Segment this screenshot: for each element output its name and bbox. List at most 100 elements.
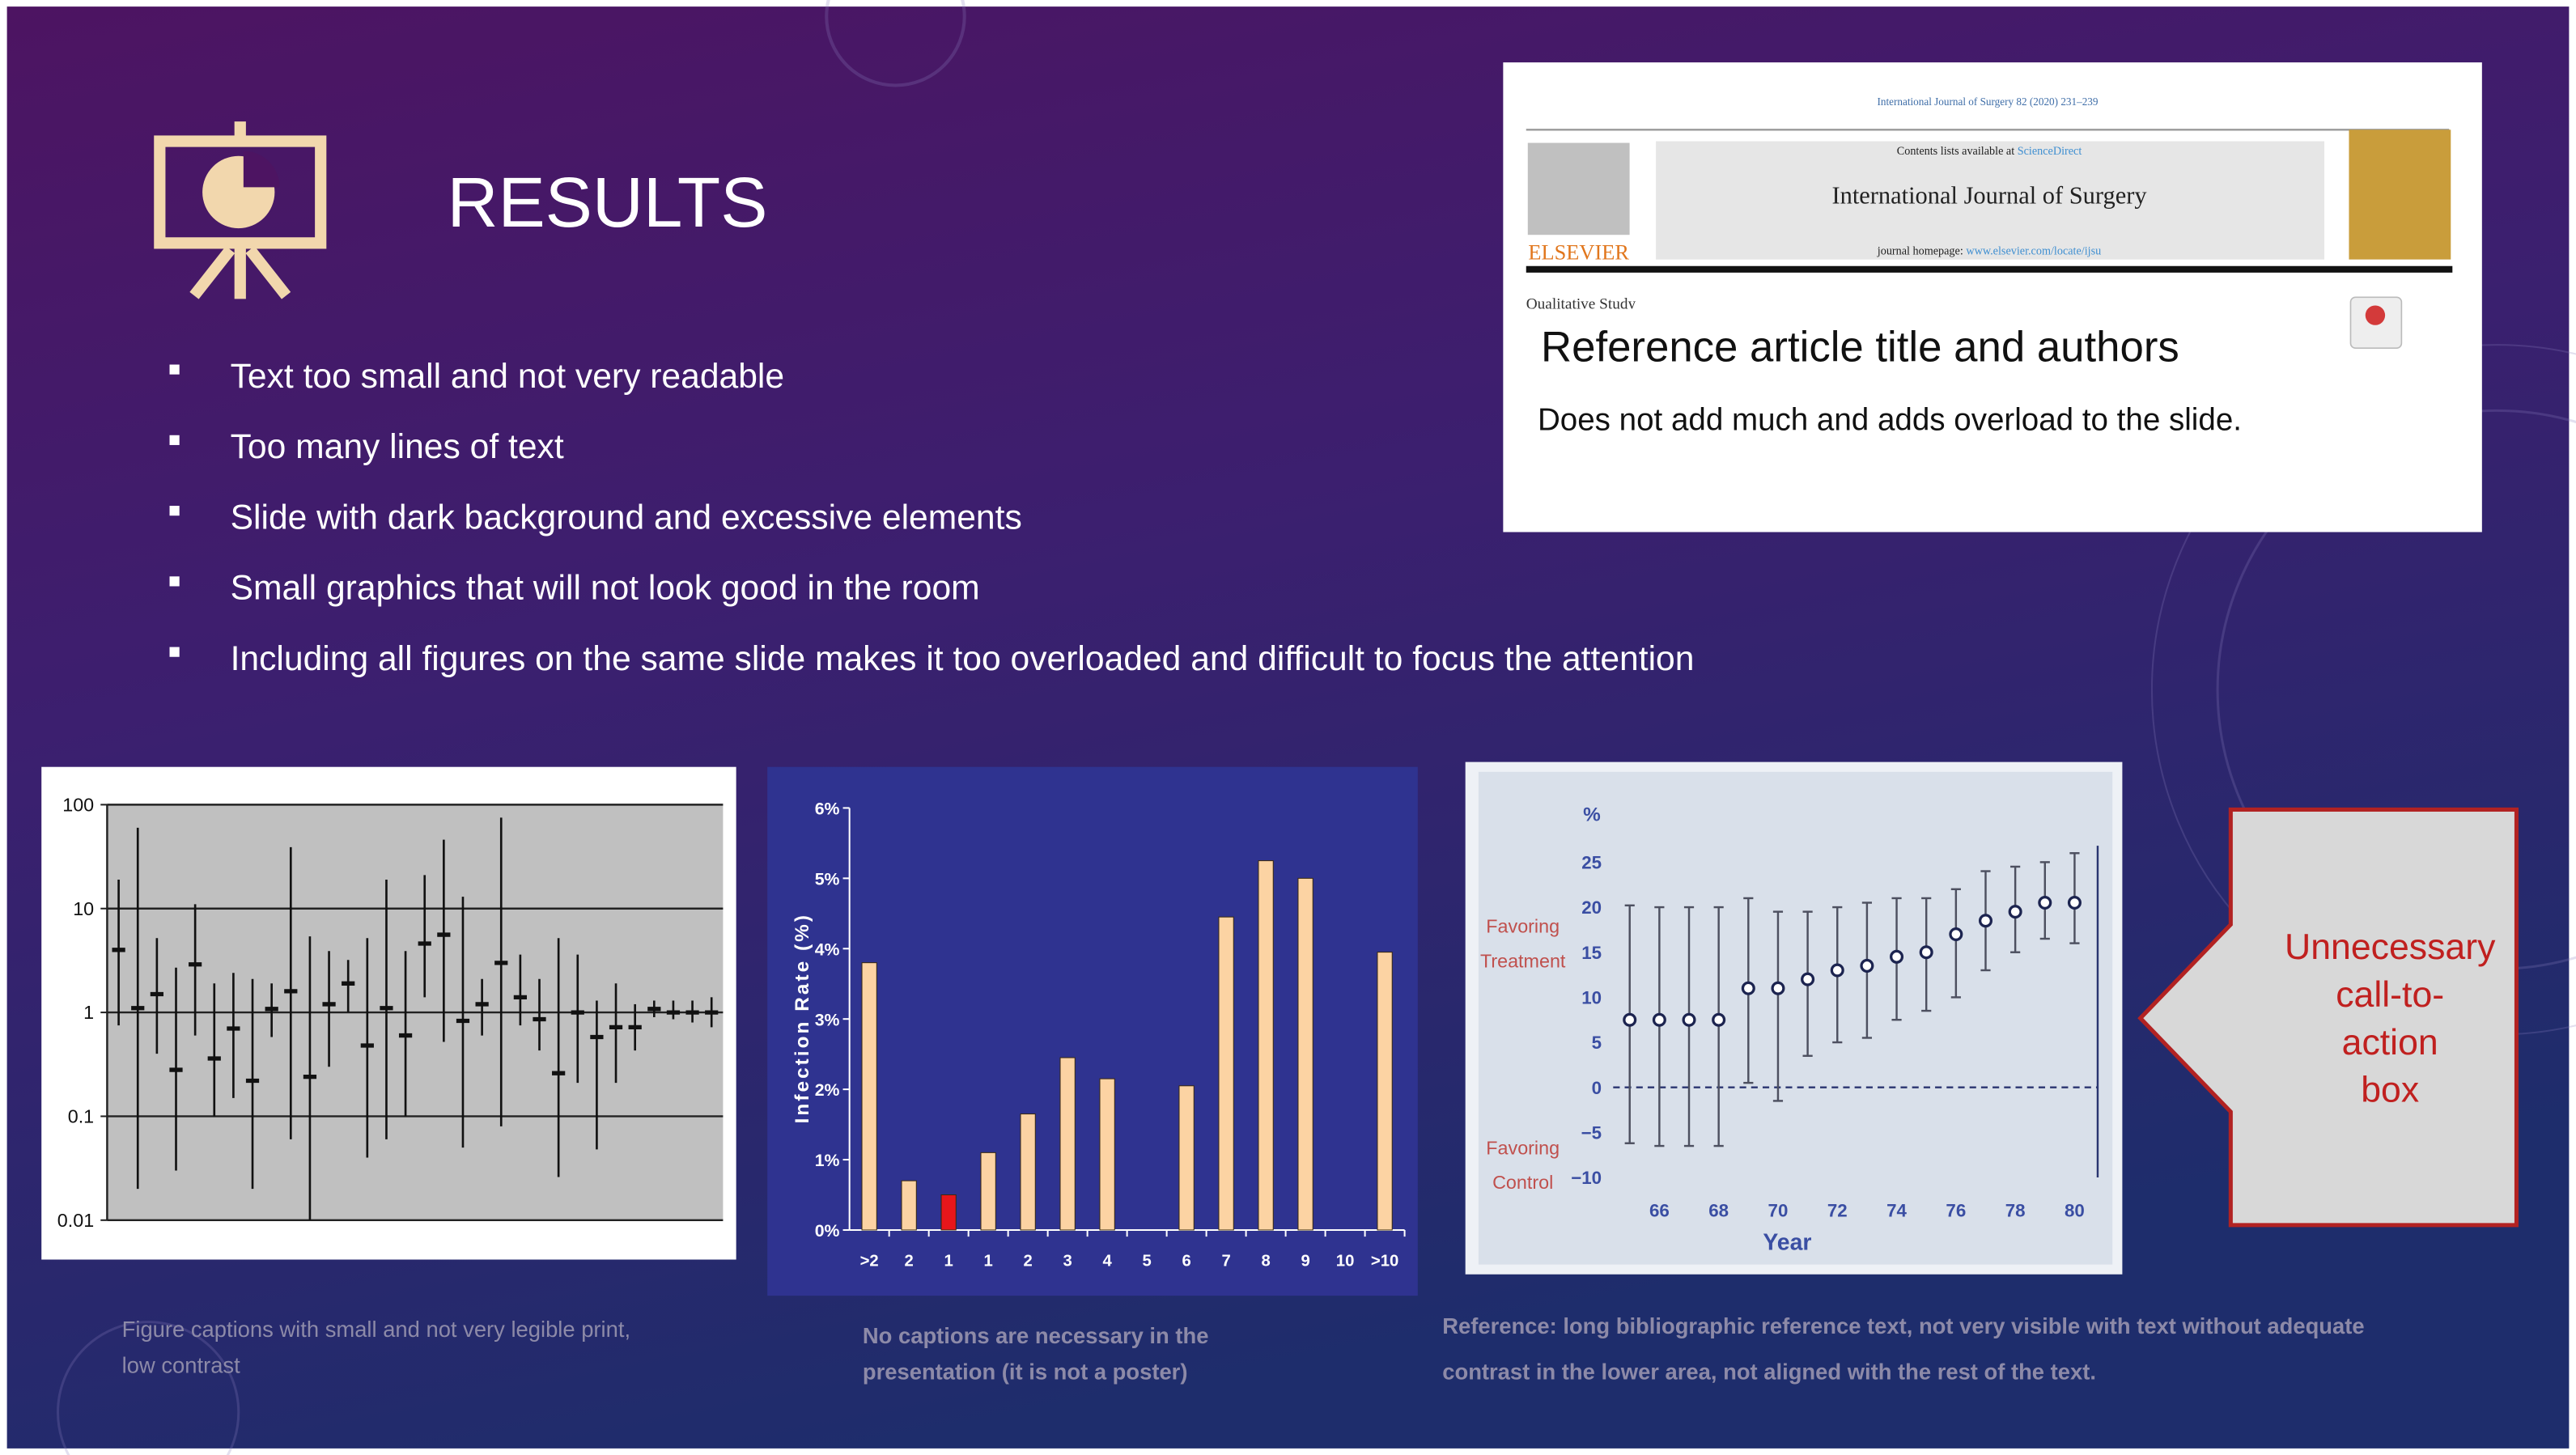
x-tick-label: 78	[2005, 1201, 2026, 1221]
x-tick-label: 80	[2065, 1201, 2085, 1221]
y-tick-label: 3%	[815, 1010, 840, 1029]
contents-prefix: Contents lists available at	[1897, 145, 2014, 158]
x-tick-label: 5	[1142, 1253, 1151, 1270]
article-type-clip: Qualitative Study	[1526, 296, 1636, 313]
bullet-text: Text too small and not very readable	[231, 357, 785, 396]
bar	[901, 1180, 917, 1231]
y-tick-label: 0.01	[57, 1210, 94, 1231]
bullet-text: Slide with dark background and excessive…	[231, 498, 1022, 537]
y-axis-title: Infection Rate (%)	[791, 913, 813, 1123]
contents-link: ScienceDirect	[2018, 145, 2082, 158]
x-tick-label: 2	[905, 1253, 914, 1270]
estimate-marker	[1978, 914, 1993, 928]
publisher: ELSEVIER	[1528, 240, 1629, 265]
bullet-marker	[169, 506, 180, 516]
y-tick-label: 2%	[815, 1080, 840, 1100]
icon-pie-slice	[243, 151, 280, 188]
y-tick-label: 25	[1581, 853, 1602, 873]
y-tick-label: 1	[83, 1002, 94, 1023]
y-tick-label: 0%	[815, 1221, 840, 1241]
bullet-marker	[169, 435, 180, 445]
rule-thick	[1526, 265, 2453, 273]
estimate-marker	[1623, 1012, 1637, 1027]
caption-line: Figure captions with small and not very …	[122, 1317, 630, 1342]
journal-cover	[2349, 129, 2451, 260]
annotation: Favoring	[1486, 916, 1560, 937]
x-tick-label: 1	[984, 1253, 993, 1270]
bullet-marker	[169, 576, 180, 587]
y-tick-label: 10	[1581, 988, 1602, 1008]
estimate-marker	[1949, 927, 1963, 941]
homepage-line: journal homepage: www.elsevier.com/locat…	[1877, 245, 2101, 258]
bullet-text: Too many lines of text	[231, 427, 564, 466]
x-axis-title: Year	[1763, 1229, 1811, 1255]
x-tick-label: 10	[1336, 1253, 1355, 1270]
bullet-list: Text too small and not very readable Too …	[169, 357, 1695, 678]
y-tick-label: 20	[1581, 897, 1602, 918]
bar	[1218, 916, 1234, 1231]
x-tick-label: 68	[1708, 1201, 1729, 1221]
x-tick-label: >10	[1371, 1253, 1398, 1270]
estimate-marker	[1890, 949, 1904, 964]
x-tick-label: 4	[1102, 1253, 1112, 1270]
bullet-text: Including all figures on the same slide …	[231, 639, 1695, 678]
bullet-marker	[169, 364, 180, 375]
callout-line: box	[2361, 1071, 2419, 1110]
y-axis-unit: %	[1583, 804, 1601, 826]
x-tick-label: 8	[1261, 1253, 1270, 1270]
estimate-marker	[2067, 895, 2082, 910]
estimate-marker	[1712, 1012, 1726, 1027]
publisher-logo	[1527, 142, 1630, 235]
bar	[980, 1152, 996, 1231]
bar	[1258, 860, 1274, 1231]
callout-line: action	[2342, 1023, 2438, 1063]
x-tick-label: 72	[1827, 1201, 1848, 1221]
presentation-icon	[154, 121, 327, 299]
bar	[940, 1194, 957, 1231]
caption-line: Reference: long bibliographic reference …	[1442, 1313, 2364, 1338]
reference-note: Does not add much and adds overload to t…	[1538, 403, 2242, 438]
journal-banner	[1656, 141, 2325, 260]
x-tick-label: 70	[1768, 1201, 1789, 1221]
article-type: Qualitative Study	[1526, 296, 1636, 313]
annotation: Favoring	[1486, 1138, 1560, 1159]
x-tick-label: 66	[1649, 1201, 1670, 1221]
reference-box	[1503, 62, 2482, 532]
y-tick-label: −5	[1581, 1122, 1602, 1143]
homepage-link: www.elsevier.com/locate/ijsu	[1966, 245, 2101, 258]
x-tick-label: 74	[1886, 1201, 1907, 1221]
x-tick-label: 2	[1023, 1253, 1032, 1270]
estimate-marker	[1801, 972, 1815, 986]
estimate-marker	[1919, 945, 1933, 960]
x-tick-label: 9	[1301, 1253, 1309, 1270]
y-tick-label: −10	[1571, 1168, 1602, 1188]
y-tick-label: 10	[73, 898, 94, 919]
bar	[1377, 952, 1393, 1231]
slide-title: RESULTS	[447, 163, 767, 242]
bullet-marker	[169, 647, 180, 657]
journal-line: International Journal of Surgery 82 (202…	[1878, 95, 2099, 108]
estimate-marker	[1652, 1012, 1666, 1027]
homepage-prefix: journal homepage:	[1877, 245, 1963, 258]
callout-line: Unnecessary	[2285, 927, 2496, 967]
x-tick-label: 1	[944, 1253, 953, 1270]
estimate-marker	[1860, 958, 1874, 973]
estimate-marker	[1771, 981, 1785, 995]
estimate-marker	[1830, 963, 1844, 978]
captions: Figure captions with small and not very …	[122, 1313, 2365, 1385]
estimate-marker	[2008, 905, 2022, 919]
bar	[1297, 877, 1313, 1231]
estimate-marker	[1741, 981, 1755, 995]
caption-line: presentation (it is not a poster)	[863, 1360, 1188, 1385]
x-tick-label: 6	[1182, 1253, 1190, 1270]
y-tick-label: 15	[1581, 943, 1602, 963]
journal-name: International Journal of Surgery	[1831, 182, 2147, 210]
annotation: Control	[1492, 1172, 1553, 1193]
bar	[861, 962, 877, 1231]
x-tick-label: >2	[860, 1253, 879, 1270]
x-tick-label: 7	[1221, 1253, 1230, 1270]
y-tick-label: 4%	[815, 940, 840, 959]
